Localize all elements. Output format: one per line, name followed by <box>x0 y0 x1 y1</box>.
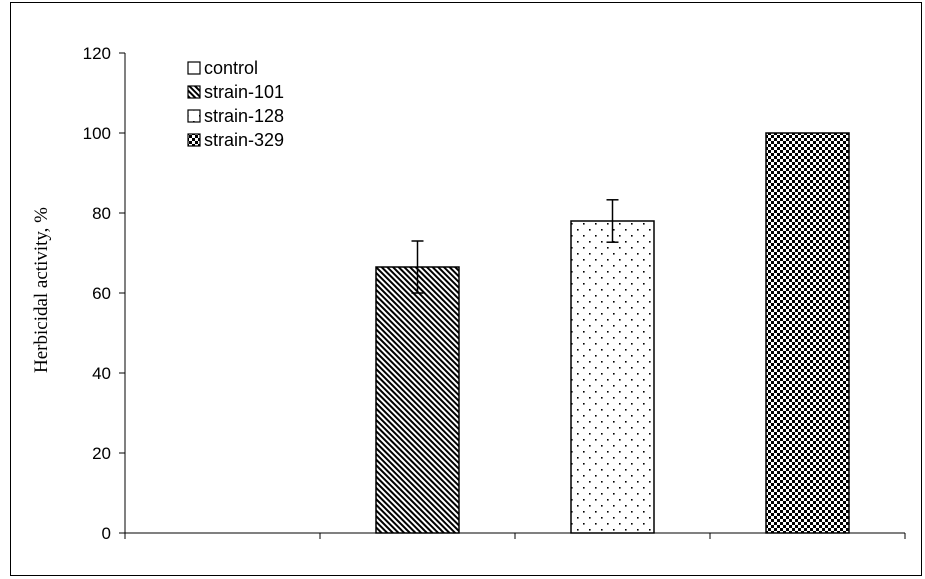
y-tick-label: 40 <box>92 364 111 383</box>
legend-label: strain-329 <box>204 130 284 150</box>
legend-swatch <box>187 61 201 75</box>
y-tick-label: 120 <box>83 44 111 63</box>
bars <box>375 132 850 534</box>
legend-swatch <box>187 109 201 123</box>
y-tick-label: 100 <box>83 124 111 143</box>
legend: control strain-101 strain-128 strain-329 <box>187 58 284 150</box>
legend-label: strain-101 <box>204 82 284 102</box>
bar-strain-329 <box>765 132 850 534</box>
y-tick-label: 60 <box>92 284 111 303</box>
y-ticks: 0 20 40 60 80 100 120 <box>83 44 125 543</box>
legend-swatch <box>187 133 201 147</box>
error-bars <box>411 199 619 294</box>
legend-item-control: control <box>187 58 258 78</box>
legend-item-strain-329: strain-329 <box>187 130 284 150</box>
error-bar-strain-101 <box>411 240 424 294</box>
y-tick-label: 0 <box>102 524 111 543</box>
y-axis-label: Herbicidal activity, % <box>31 207 52 373</box>
bar-strain-128 <box>570 220 655 534</box>
legend-item-strain-128: strain-128 <box>187 106 284 126</box>
legend-swatch <box>187 85 201 99</box>
error-bar-strain-128 <box>606 199 619 243</box>
legend-label: strain-128 <box>204 106 284 126</box>
legend-item-strain-101: strain-101 <box>187 82 284 102</box>
bar-strain-101 <box>375 266 460 534</box>
legend-label: control <box>204 58 258 78</box>
y-tick-label: 20 <box>92 444 111 463</box>
y-tick-label: 80 <box>92 204 111 223</box>
